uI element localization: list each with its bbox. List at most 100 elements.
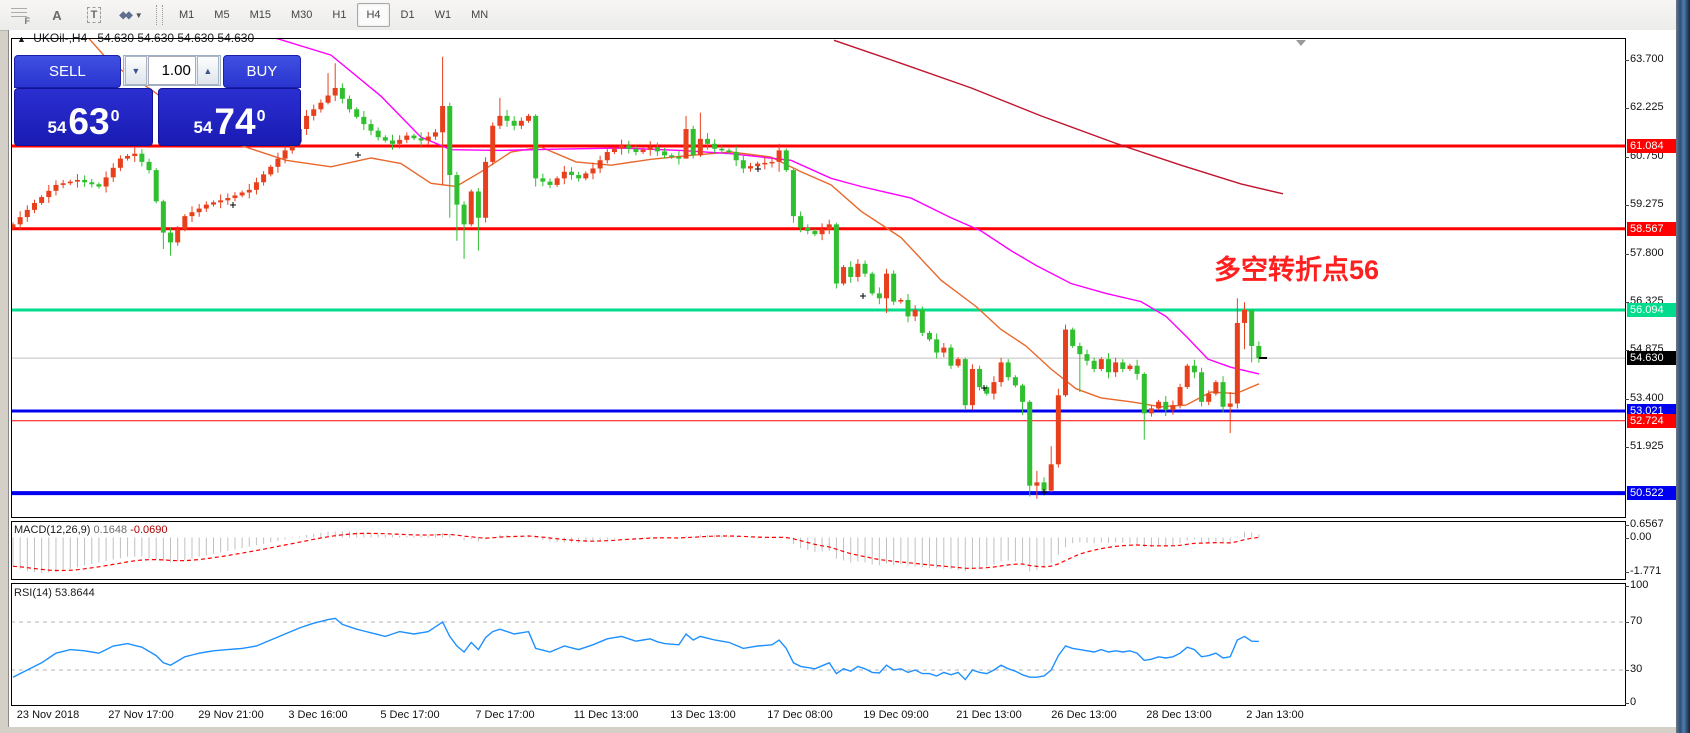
time-label: 29 Nov 21:00 bbox=[198, 709, 264, 721]
time-label: 13 Dec 13:00 bbox=[670, 709, 736, 721]
rsi-value: 53.8644 bbox=[54, 587, 95, 599]
timeframe-button-D1[interactable]: D1 bbox=[400, 9, 415, 21]
axis-tick bbox=[1625, 253, 1629, 255]
timeframe-button-H1[interactable]: H1 bbox=[332, 9, 347, 21]
rsi-tick-0: 0 bbox=[1630, 696, 1637, 708]
time-label: 2 Jan 13:00 bbox=[1246, 709, 1304, 721]
timeframe-button-W1[interactable]: W1 bbox=[434, 9, 452, 21]
timeframe-button-M15[interactable]: M15 bbox=[249, 9, 271, 21]
macd-signal-value: -0.0690 bbox=[130, 524, 168, 536]
sell-price-big: 63 bbox=[68, 101, 110, 142]
main-plot-border bbox=[11, 38, 1626, 518]
axis-tick bbox=[1625, 108, 1629, 110]
time-label: 5 Dec 17:00 bbox=[380, 709, 440, 721]
macd-tick-0.00: 0.00 bbox=[1630, 530, 1652, 543]
axis-tick bbox=[1625, 447, 1629, 449]
price-chart-canvas[interactable]: 多空转折点56 bbox=[11, 38, 1626, 518]
rsi-tick-70: 70 bbox=[1630, 615, 1643, 627]
time-label: 17 Dec 08:00 bbox=[767, 709, 833, 721]
time-label: 23 Nov 2018 bbox=[16, 709, 80, 721]
sell-button[interactable]: SELL bbox=[14, 55, 121, 88]
time-label: 3 Dec 16:00 bbox=[288, 709, 348, 721]
axis-tick bbox=[1625, 586, 1629, 587]
rsi-label: RSI(14) 53.8644 bbox=[14, 587, 95, 599]
macd-tick--1.771: -1.771 bbox=[1630, 564, 1662, 577]
toolbar-grip[interactable] bbox=[156, 5, 163, 25]
time-label: 11 Dec 13:00 bbox=[573, 709, 639, 721]
timeframe-button-MN[interactable]: MN bbox=[471, 9, 489, 21]
timeframe-button-M30[interactable]: M30 bbox=[290, 9, 313, 21]
current-price-label: 54.630 bbox=[1627, 351, 1677, 366]
volume-input[interactable] bbox=[147, 56, 196, 85]
one-click-trade-panel: SELL ▼ ▲ BUY 54 63 0 54 74 0 bbox=[14, 55, 301, 147]
axis-tick bbox=[1625, 670, 1629, 671]
ma-mid-magenta bbox=[272, 38, 1260, 375]
ma-slow-crimson bbox=[833, 39, 1284, 195]
time-label: 7 Dec 17:00 bbox=[475, 709, 535, 721]
shapes-icon: ◆◆ bbox=[119, 9, 132, 21]
axis-tick bbox=[1625, 622, 1629, 623]
sell-price-display[interactable]: 54 63 0 bbox=[14, 88, 153, 146]
macd-label: MACD(12,26,9) 0.1648 -0.0690 bbox=[14, 524, 168, 536]
sell-price-sup: 0 bbox=[110, 108, 120, 125]
shapes-tool-button[interactable]: ◆◆ ▼ bbox=[117, 2, 145, 28]
toolbar: F A T ◆◆ ▼ M1 M5 M15 M30 H1 H4 D1 W1 MN bbox=[0, 0, 1676, 31]
chart-window[interactable]: ▲ UKOil-,H4 54.630 54.630 54.630 54.630 … bbox=[8, 30, 1677, 733]
price-tick-53.400: 53.400 bbox=[1630, 391, 1664, 404]
macd-main-value: 0.1648 bbox=[93, 524, 128, 536]
text-box-tool-button[interactable]: T bbox=[80, 2, 108, 28]
sell-price-prefix: 54 bbox=[47, 118, 67, 137]
macd-panel-border bbox=[11, 521, 1626, 580]
level-label-52.724: 52.724 bbox=[1627, 413, 1677, 428]
buy-price-big: 74 bbox=[214, 101, 256, 142]
buy-price-sup: 0 bbox=[256, 108, 266, 125]
macd-signal-line bbox=[12, 532, 1259, 572]
axis-tick bbox=[1625, 302, 1629, 304]
window-right-edge bbox=[1676, 0, 1690, 733]
volume-decrease-button[interactable]: ▼ bbox=[124, 56, 147, 85]
macd-histogram bbox=[12, 531, 1260, 574]
axis-tick bbox=[1625, 350, 1629, 352]
price-tick-63.700: 63.700 bbox=[1630, 53, 1664, 65]
window-bottom-edge bbox=[8, 727, 1676, 733]
macd-canvas[interactable] bbox=[11, 521, 1626, 580]
price-tick-62.225: 62.225 bbox=[1630, 101, 1664, 114]
axis-tick bbox=[1625, 205, 1629, 207]
rsi-tick-100: 100 bbox=[1630, 579, 1649, 591]
level-label-61.084: 61.084 bbox=[1627, 138, 1677, 153]
chevron-down-icon: ▼ bbox=[134, 10, 143, 20]
chinese-annotation[interactable]: 多空转折点56 bbox=[1214, 254, 1379, 285]
price-tick-51.925: 51.925 bbox=[1630, 440, 1664, 453]
rsi-line bbox=[12, 617, 1259, 681]
time-label: 19 Dec 09:00 bbox=[863, 709, 929, 721]
volume-box: ▼ ▲ bbox=[122, 55, 221, 86]
axis-tick bbox=[1625, 398, 1629, 400]
level-label-56.094: 56.094 bbox=[1627, 303, 1677, 317]
boxed-t-icon: T bbox=[86, 7, 102, 23]
time-label: 21 Dec 13:00 bbox=[956, 709, 1022, 721]
buy-price-prefix: 54 bbox=[193, 118, 213, 137]
timeframe-button-M5[interactable]: M5 bbox=[214, 9, 230, 21]
axis-tick bbox=[1625, 60, 1629, 61]
macd-tick-0.6567: 0.6567 bbox=[1630, 517, 1664, 530]
axis-tick bbox=[1625, 703, 1629, 704]
timeframe-bar: M1 M5 M15 M30 H1 H4 D1 W1 MN bbox=[169, 3, 498, 27]
price-tick-57.800: 57.800 bbox=[1630, 246, 1664, 259]
indicator-lines-icon[interactable]: F bbox=[6, 2, 34, 28]
chart-shift-marker[interactable] bbox=[1296, 40, 1306, 46]
timeframe-button-M1[interactable]: M1 bbox=[179, 9, 195, 21]
axis-tick bbox=[1625, 524, 1629, 526]
buy-price-display[interactable]: 54 74 0 bbox=[158, 88, 301, 146]
timeframe-button-H4[interactable]: H4 bbox=[357, 3, 390, 27]
text-label-tool-button[interactable]: A bbox=[43, 2, 71, 28]
time-label: 26 Dec 13:00 bbox=[1051, 709, 1117, 721]
price-tick-59.275: 59.275 bbox=[1630, 198, 1664, 211]
buy-button[interactable]: BUY bbox=[222, 55, 301, 88]
time-label: 28 Dec 13:00 bbox=[1146, 709, 1212, 721]
lines-grid-icon: F bbox=[11, 7, 30, 26]
time-label: 27 Nov 17:00 bbox=[108, 709, 174, 721]
volume-increase-button[interactable]: ▲ bbox=[196, 56, 219, 85]
rsi-canvas[interactable] bbox=[11, 583, 1626, 706]
letter-a-icon: A bbox=[52, 7, 62, 23]
